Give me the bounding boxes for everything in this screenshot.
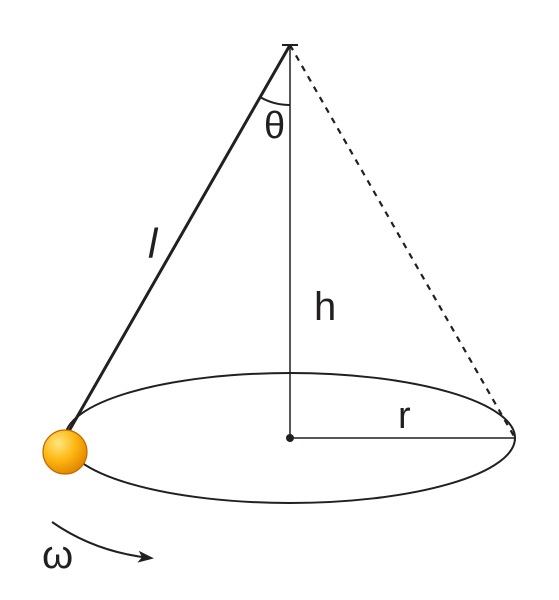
label-l: l: [148, 220, 159, 267]
label-omega: ω: [42, 533, 73, 577]
label-theta: θ: [264, 105, 285, 147]
slant-right: [290, 45, 515, 438]
pendulum-ball-icon: [43, 430, 87, 474]
conical-pendulum-diagram: θ l h r ω: [0, 0, 559, 600]
center-dot: [286, 434, 294, 442]
angle-arc: [260, 97, 290, 105]
label-r: r: [398, 395, 411, 437]
label-h: h: [314, 285, 336, 329]
slant-left-string: [65, 45, 290, 438]
